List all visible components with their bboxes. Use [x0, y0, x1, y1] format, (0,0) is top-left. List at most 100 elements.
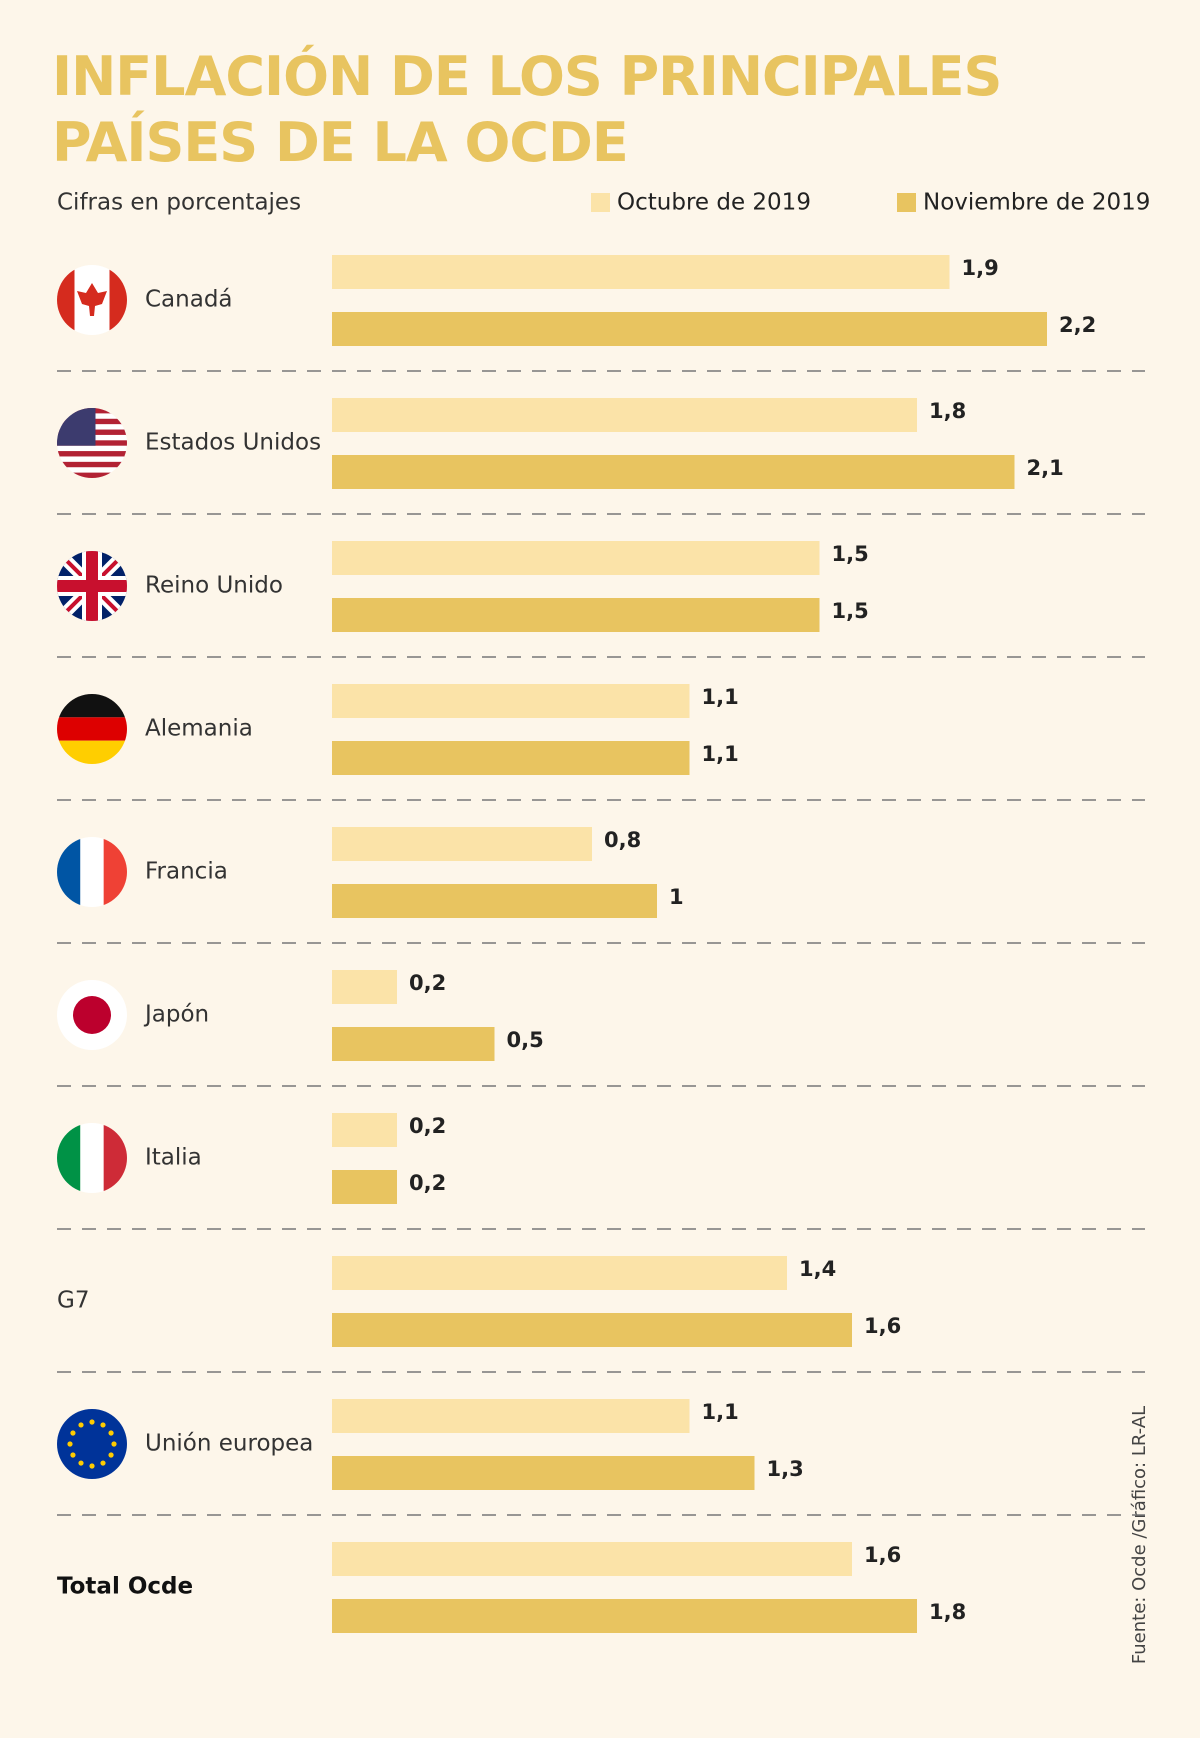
value-label: 1,6: [864, 1314, 901, 1338]
flag-part: [70, 1452, 76, 1458]
bar: [332, 1542, 852, 1576]
flag-part: [57, 1123, 81, 1193]
flag-icon: [57, 980, 127, 1050]
value-label: 1,6: [864, 1543, 901, 1567]
bar: [332, 1027, 495, 1061]
chart-title: INFLACIÓN DE LOS PRINCIPALES PAÍSES DE L…: [52, 45, 1002, 174]
flag-part: [108, 1452, 114, 1458]
bar: [332, 1399, 690, 1433]
bar: [332, 1456, 755, 1490]
flag-part: [89, 1463, 95, 1469]
value-label: 1,5: [832, 542, 869, 566]
flag-icon: [57, 837, 127, 907]
value-label: 1,1: [702, 685, 739, 709]
value-label: 1,4: [799, 1257, 836, 1281]
value-label: 1,5: [832, 599, 869, 623]
bar: [332, 1113, 397, 1147]
flag-icon: [57, 694, 127, 764]
flag-part: [57, 456, 127, 463]
flag-part: [103, 1123, 127, 1193]
value-label: 2,2: [1059, 313, 1096, 337]
flag-part: [73, 996, 111, 1034]
bar: [332, 255, 950, 289]
bar: [332, 1170, 397, 1204]
bar: [332, 541, 820, 575]
bar: [332, 398, 917, 432]
flag-part: [57, 467, 127, 474]
flag-part: [57, 740, 127, 764]
flag-part: [57, 451, 127, 457]
bar: [332, 1313, 852, 1347]
flag-part: [78, 1460, 84, 1466]
category-label: Reino Unido: [145, 573, 283, 599]
category-label: Estados Unidos: [145, 430, 321, 456]
flag-part: [57, 580, 127, 592]
flag-icon: [57, 1409, 127, 1479]
legend-swatch: [591, 193, 610, 212]
legend-label: Noviembre de 2019: [923, 190, 1150, 216]
value-label: 0,2: [409, 971, 446, 995]
flag-part: [67, 1441, 73, 1447]
bar: [332, 827, 592, 861]
bar: [332, 1599, 917, 1633]
flag-part: [78, 1422, 84, 1428]
category-label: Unión europea: [145, 1431, 313, 1457]
category-label: Francia: [145, 859, 228, 885]
category-label: Alemania: [145, 716, 253, 742]
category-label: Italia: [145, 1145, 202, 1171]
bar: [332, 741, 690, 775]
flag-part: [111, 1441, 117, 1447]
legend-label: Octubre de 2019: [617, 190, 811, 216]
flag-part: [100, 1460, 106, 1466]
source: Fuente: Ocde /Gráfico: LR-AL: [1129, 1406, 1150, 1664]
flag-icon: [57, 1123, 127, 1193]
category-label: Total Ocde: [57, 1574, 193, 1600]
flag-part: [109, 265, 127, 335]
value-label: 2,1: [1027, 456, 1064, 480]
value-label: 1,9: [962, 256, 999, 280]
bar: [332, 312, 1047, 346]
value-label: 0,2: [409, 1171, 446, 1195]
flag-part: [108, 1430, 114, 1436]
bar: [332, 598, 820, 632]
flag-part: [77, 283, 107, 316]
flag-part: [57, 445, 127, 452]
bar: [332, 1256, 787, 1290]
flag-part: [57, 472, 127, 478]
flag-icon: [57, 265, 127, 335]
legend-swatch: [897, 193, 916, 212]
value-label: 1,3: [767, 1457, 804, 1481]
flag-part: [57, 694, 127, 718]
flag-part: [80, 1123, 104, 1193]
flag-part: [70, 1430, 76, 1436]
value-label: 1,8: [929, 1600, 966, 1624]
flag-part: [57, 717, 127, 741]
bar: [332, 884, 657, 918]
flag-part: [89, 1419, 95, 1425]
flag-part: [57, 461, 127, 468]
flag-part: [100, 1422, 106, 1428]
flag-part: [103, 837, 127, 907]
value-label: 0,5: [507, 1028, 544, 1052]
category-label: Japón: [143, 1002, 209, 1028]
bar: [332, 455, 1015, 489]
category-label: Canadá: [145, 287, 233, 313]
value-label: 1,1: [702, 742, 739, 766]
flag-icon: [57, 551, 127, 621]
value-label: 1,8: [929, 399, 966, 423]
value-label: 0,8: [604, 828, 641, 852]
category-label: G7: [57, 1288, 89, 1314]
flag-part: [57, 837, 81, 907]
subtitle: Cifras en porcentajes: [57, 190, 301, 216]
value-label: 0,2: [409, 1114, 446, 1138]
bar: [332, 684, 690, 718]
value-label: 1: [669, 885, 684, 909]
flag-part: [80, 837, 104, 907]
bar: [332, 970, 397, 1004]
flag-part: [57, 265, 75, 335]
flag-icon: [57, 408, 127, 478]
flag-part: [57, 408, 96, 446]
value-label: 1,1: [702, 1400, 739, 1424]
